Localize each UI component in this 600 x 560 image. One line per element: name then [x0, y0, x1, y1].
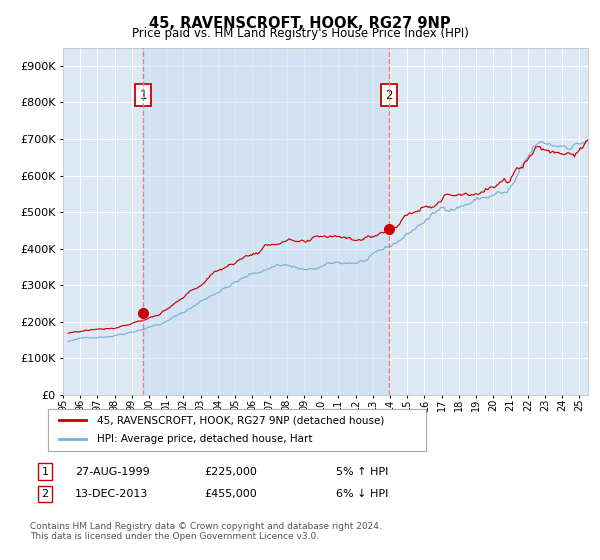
Text: 2: 2 [386, 88, 393, 101]
Bar [143, 48, 389, 395]
Text: 13-DEC-2013: 13-DEC-2013 [75, 489, 148, 499]
Text: 2: 2 [41, 489, 49, 499]
Text: £455,000: £455,000 [204, 489, 257, 499]
Text: 45, RAVENSCROFT, HOOK, RG27 9NP: 45, RAVENSCROFT, HOOK, RG27 9NP [149, 16, 451, 31]
Text: 6% ↓ HPI: 6% ↓ HPI [336, 489, 388, 499]
Text: Contains HM Land Registry data © Crown copyright and database right 2024.
This d: Contains HM Land Registry data © Crown c… [30, 522, 382, 542]
Text: HPI: Average price, detached house, Hart: HPI: Average price, detached house, Hart [97, 435, 313, 445]
Text: 27-AUG-1999: 27-AUG-1999 [75, 466, 150, 477]
Text: 5% ↑ HPI: 5% ↑ HPI [336, 466, 388, 477]
Text: £225,000: £225,000 [204, 466, 257, 477]
Text: 1: 1 [41, 466, 49, 477]
Text: 45, RAVENSCROFT, HOOK, RG27 9NP (detached house): 45, RAVENSCROFT, HOOK, RG27 9NP (detache… [97, 415, 385, 425]
Text: Price paid vs. HM Land Registry's House Price Index (HPI): Price paid vs. HM Land Registry's House … [131, 27, 469, 40]
Text: 1: 1 [139, 88, 147, 101]
